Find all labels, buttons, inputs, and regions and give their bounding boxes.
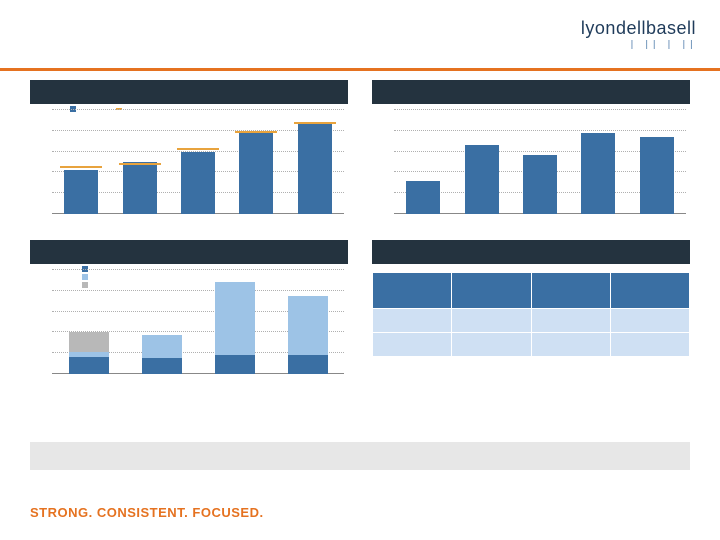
table-cell — [610, 333, 689, 357]
title-tr — [372, 80, 690, 104]
table-cell — [531, 309, 610, 333]
chart-bl — [30, 264, 348, 386]
content-grid — [30, 80, 690, 386]
table-header-cell — [610, 273, 689, 309]
bar — [123, 162, 157, 214]
logo-ticks: | || | || — [629, 40, 696, 50]
table-br — [372, 272, 690, 357]
table-cell — [452, 309, 531, 333]
chart-tl — [30, 104, 348, 226]
marker-line — [60, 166, 102, 168]
table-header-cell — [531, 273, 610, 309]
bar-segment — [215, 282, 255, 355]
bar-segment — [215, 355, 255, 374]
title-bl — [30, 240, 348, 264]
logo-part1: lyondell — [581, 18, 646, 38]
table-cell — [373, 333, 452, 357]
logo-part2: basell — [646, 18, 696, 38]
table-header-cell — [373, 273, 452, 309]
slide: lyondellbasell | || | || — [0, 0, 720, 540]
chart-tr — [372, 104, 690, 226]
title-br — [372, 240, 690, 264]
table-cell — [452, 333, 531, 357]
bar-segment — [288, 355, 328, 374]
footer-band — [30, 442, 690, 470]
table-cell — [373, 309, 452, 333]
panel-bottom-right — [372, 240, 690, 386]
bar-segment — [69, 357, 109, 374]
bar-segment — [69, 332, 109, 352]
bar — [523, 155, 557, 214]
marker-line — [119, 163, 161, 165]
marker-line — [294, 122, 336, 124]
table-cell — [610, 309, 689, 333]
bar-segment — [142, 358, 182, 374]
bar — [298, 122, 332, 214]
panel-top-right — [372, 80, 690, 226]
table-cell — [531, 333, 610, 357]
tagline: STRONG. CONSISTENT. FOCUSED. — [30, 505, 264, 520]
marker-line — [235, 131, 277, 133]
bar — [64, 170, 98, 214]
bar-segment — [142, 335, 182, 359]
panel-bottom-left — [30, 240, 348, 386]
bar-segment — [288, 296, 328, 355]
logo: lyondellbasell — [581, 18, 696, 39]
table-header-cell — [452, 273, 531, 309]
bar — [465, 145, 499, 214]
divider-rule — [0, 68, 720, 71]
panel-top-left — [30, 80, 348, 226]
marker-line — [177, 148, 219, 150]
bar — [581, 133, 615, 214]
title-tl — [30, 80, 348, 104]
bar — [640, 137, 674, 214]
bar — [406, 181, 440, 214]
bar — [239, 131, 273, 214]
bar — [181, 152, 215, 214]
